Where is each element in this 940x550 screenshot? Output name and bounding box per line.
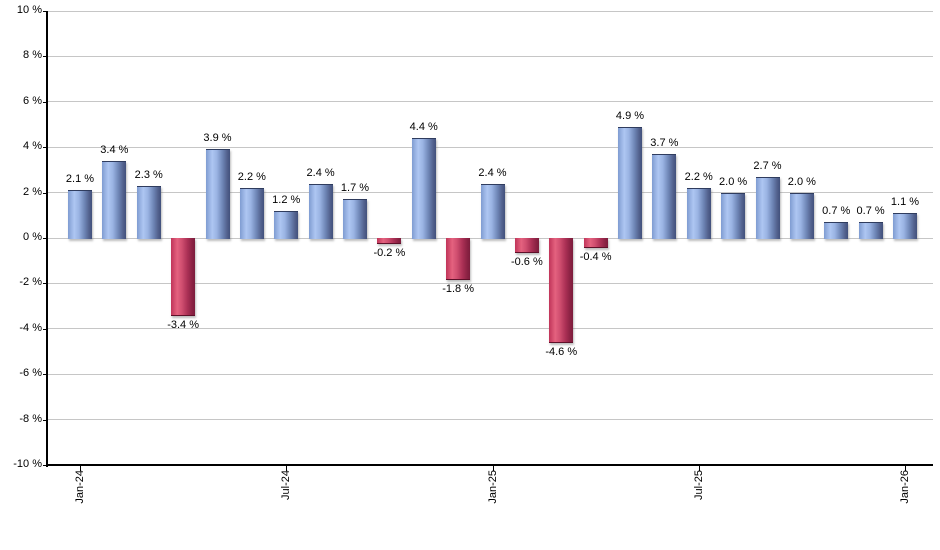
bar-value-label: -0.4 %	[579, 251, 612, 264]
bar-value-label: 3.4 %	[100, 143, 129, 156]
bar-negative	[549, 238, 574, 344]
bar-positive	[239, 188, 264, 239]
bar-positive	[480, 183, 505, 239]
y-axis-tick-label: -4 %	[19, 321, 42, 334]
x-axis-tick-label: Jul-24	[280, 470, 293, 500]
bar-negative	[446, 238, 471, 280]
y-axis-tick	[43, 328, 48, 330]
bar-value-label: 2.7 %	[753, 159, 782, 172]
bar-positive	[686, 188, 711, 239]
gridline	[48, 55, 933, 57]
x-axis-tick-label: Jan-26	[899, 470, 911, 504]
bar-value-label: 0.7 %	[822, 205, 851, 218]
bar-positive	[136, 185, 161, 239]
bar-negative	[514, 238, 539, 253]
bar-positive	[343, 199, 367, 239]
y-axis-tick-label: 8 %	[23, 49, 42, 62]
x-axis-tick-label: Jul-25	[692, 470, 705, 500]
x-axis-tick	[80, 466, 81, 471]
y-axis-tick-label: -6 %	[19, 367, 42, 380]
bar-positive	[789, 192, 814, 239]
y-axis-tick	[43, 419, 48, 421]
bar-positive	[755, 176, 780, 239]
bar-value-label: 2.2 %	[684, 171, 713, 184]
bar-value-label: 4.9 %	[615, 109, 645, 122]
bar-value-label: 1.7 %	[340, 182, 370, 195]
y-axis-tick	[43, 374, 48, 376]
bar-positive	[205, 149, 230, 239]
bar-value-label: 2.1 %	[65, 173, 95, 186]
gridline	[48, 373, 933, 375]
gridline	[48, 101, 933, 103]
bar-positive	[721, 192, 746, 239]
y-axis-tick	[43, 56, 48, 58]
x-axis-tick	[492, 466, 494, 471]
gridline	[48, 10, 933, 12]
y-axis-line	[46, 11, 48, 467]
bar-negative	[583, 238, 608, 249]
bar-value-label: -0.2 %	[373, 246, 406, 259]
bar-value-label: 2.3 %	[134, 168, 163, 181]
y-axis-tick	[43, 192, 48, 194]
bar-value-label: 2.4 %	[306, 166, 335, 179]
bar-value-label: 0.7 %	[856, 205, 885, 218]
y-axis-tick	[43, 11, 48, 12]
y-axis-tick-label: -10 %	[13, 458, 42, 470]
bar-value-label: 2.0 %	[787, 175, 816, 188]
x-axis-line	[46, 464, 933, 466]
bar-positive	[411, 138, 436, 239]
bar-positive	[858, 222, 883, 239]
x-axis-tick	[698, 466, 700, 471]
bar-positive	[68, 190, 92, 239]
gridline	[48, 419, 933, 421]
bar-value-label: -0.6 %	[510, 255, 543, 268]
bar-value-label: 2.4 %	[478, 166, 507, 179]
y-axis-tick	[43, 283, 48, 285]
y-axis-tick-label: 10 %	[16, 4, 42, 16]
y-axis-tick	[43, 238, 48, 239]
x-axis-tick	[905, 466, 906, 471]
y-axis-tick-label: 2 %	[23, 185, 42, 198]
x-axis-tick-label: Jan-25	[486, 470, 499, 504]
bar-value-label: 1.2 %	[272, 193, 301, 206]
gridline	[48, 146, 933, 148]
y-axis-tick-label: 0 %	[23, 231, 42, 243]
bar-value-label: 2.2 %	[237, 171, 266, 184]
bar-value-label: -4.6 %	[545, 346, 578, 359]
x-axis-tick	[286, 466, 288, 471]
y-axis-tick	[43, 101, 48, 103]
bar-positive	[652, 154, 677, 239]
bar-negative	[171, 238, 196, 317]
bar-positive	[824, 222, 849, 239]
bar-positive	[893, 213, 917, 239]
y-axis-tick	[43, 465, 48, 466]
bar-positive	[308, 183, 333, 239]
bar-value-label: 3.7 %	[650, 137, 679, 149]
bar-value-label: -1.8 %	[442, 282, 475, 295]
y-axis-tick-label: -8 %	[19, 412, 42, 425]
bar-value-label: -3.4 %	[167, 319, 200, 332]
gridline	[48, 328, 933, 330]
bar-value-label: 1.1 %	[890, 196, 920, 209]
y-axis-tick-label: 6 %	[23, 94, 42, 107]
bar-negative	[377, 238, 402, 244]
bar-positive	[618, 126, 642, 239]
y-axis-tick-label: 4 %	[23, 140, 42, 153]
y-axis-tick	[43, 147, 48, 149]
y-axis-tick-label: -2 %	[19, 276, 42, 289]
bar-value-label: 2.0 %	[719, 175, 748, 188]
bar-positive	[274, 210, 299, 239]
bar-value-label: 3.9 %	[203, 132, 232, 145]
x-axis-tick-label: Jan-24	[74, 470, 86, 504]
bar-value-label: 4.4 %	[409, 121, 438, 134]
gridline	[48, 282, 933, 284]
bar-positive	[102, 160, 127, 239]
